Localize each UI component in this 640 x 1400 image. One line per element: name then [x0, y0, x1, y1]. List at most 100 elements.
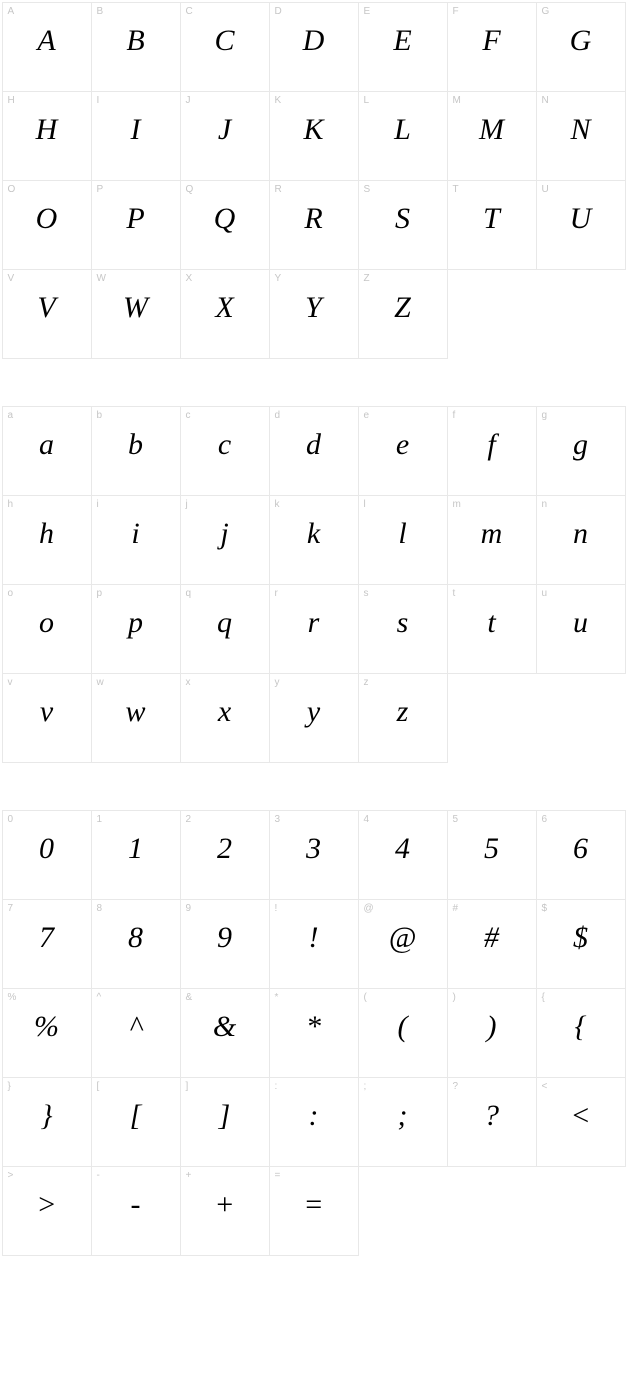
glyph-cell: ee [358, 406, 448, 496]
glyph-cell: RR [269, 180, 359, 270]
glyph-display: T [483, 204, 500, 246]
glyph-key-label: N [542, 95, 549, 106]
glyph-display: r [308, 608, 320, 650]
glyph-display: 8 [128, 923, 143, 965]
glyph-cell: << [536, 1077, 626, 1167]
glyph-key-label: s [364, 588, 369, 599]
glyph-cell: MM [447, 91, 537, 181]
glyph-display: X [215, 293, 233, 335]
glyph-cell: :: [269, 1077, 359, 1167]
glyph-display: z [397, 697, 409, 739]
glyph-cell: ## [447, 899, 537, 989]
glyph-display: ) [487, 1012, 497, 1054]
glyph-key-label: e [364, 410, 370, 421]
glyph-cell: SS [358, 180, 448, 270]
glyph-display: 9 [217, 923, 232, 965]
glyph-key-label: M [453, 95, 461, 106]
glyph-cell: NN [536, 91, 626, 181]
glyph-key-label: 0 [8, 814, 14, 825]
glyph-key-label: 8 [97, 903, 103, 914]
glyph-cell: UU [536, 180, 626, 270]
glyph-display: K [303, 115, 323, 157]
glyph-key-label: w [97, 677, 104, 688]
glyph-key-label: Z [364, 273, 370, 284]
glyph-display: $ [573, 923, 588, 965]
section-uppercase: AABBCCDDEEFFGGHHIIJJKKLLMMNNOOPPQQRRSSTT… [2, 2, 638, 358]
glyph-display: E [393, 26, 411, 68]
glyph-display: V [37, 293, 55, 335]
glyph-key-label: l [364, 499, 366, 510]
glyph-cell: nn [536, 495, 626, 585]
glyph-key-label: u [542, 588, 548, 599]
glyph-cell: rr [269, 584, 359, 674]
glyph-key-label: G [542, 6, 550, 17]
glyph-display: I [131, 115, 141, 157]
glyph-display: h [39, 519, 54, 561]
glyph-display: A [37, 26, 55, 68]
glyph-display: 1 [128, 834, 143, 876]
glyph-cell: ;; [358, 1077, 448, 1167]
glyph-key-label: ! [275, 903, 278, 914]
glyph-display: { [575, 1012, 587, 1054]
glyph-display: 6 [573, 834, 588, 876]
glyph-key-label: - [97, 1170, 100, 1181]
glyph-key-label: % [8, 992, 17, 1003]
glyph-display: * [306, 1012, 321, 1054]
glyph-display: l [398, 519, 406, 561]
glyph-key-label: 5 [453, 814, 459, 825]
glyph-key-label: h [8, 499, 14, 510]
glyph-display: S [395, 204, 410, 246]
glyph-cell: aa [2, 406, 92, 496]
glyph-cell: [[ [91, 1077, 181, 1167]
glyph-key-label: n [542, 499, 548, 510]
glyph-cell: zz [358, 673, 448, 763]
glyph-key-label: c [186, 410, 191, 421]
glyph-display: M [479, 115, 504, 157]
glyph-cell: bb [91, 406, 181, 496]
glyph-cell: BB [91, 2, 181, 92]
glyph-cell: hh [2, 495, 92, 585]
glyph-cell: cc [180, 406, 270, 496]
glyph-cell: 11 [91, 810, 181, 900]
glyph-key-label: ^ [97, 992, 102, 1003]
glyph-display: g [573, 430, 588, 472]
glyph-display: O [36, 204, 58, 246]
glyph-cell: >> [2, 1166, 92, 1256]
glyph-display: s [397, 608, 409, 650]
glyph-cell: }} [2, 1077, 92, 1167]
glyph-display: [ [130, 1101, 142, 1143]
glyph-display: @ [389, 923, 417, 965]
glyph-key-label: + [186, 1170, 192, 1181]
glyph-display: n [573, 519, 588, 561]
glyph-key-label: @ [364, 903, 374, 914]
glyph-display: 7 [39, 923, 54, 965]
glyph-display: J [218, 115, 231, 157]
glyph-key-label: f [453, 410, 456, 421]
glyph-display: W [123, 293, 148, 335]
glyph-key-label: 7 [8, 903, 14, 914]
glyph-display: p [128, 608, 143, 650]
glyph-key-label: k [275, 499, 280, 510]
glyph-key-label: d [275, 410, 281, 421]
glyph-cell: pp [91, 584, 181, 674]
glyph-cell: FF [447, 2, 537, 92]
glyph-key-label: 9 [186, 903, 192, 914]
glyph-cell: gg [536, 406, 626, 496]
glyph-cell: ZZ [358, 269, 448, 359]
glyph-key-label: A [8, 6, 15, 17]
glyph-cell: %% [2, 988, 92, 1078]
glyph-cell: @@ [358, 899, 448, 989]
glyph-display: % [34, 1012, 59, 1054]
glyph-display: Z [394, 293, 411, 335]
glyph-display: ? [484, 1101, 499, 1143]
glyph-cell: {{ [536, 988, 626, 1078]
section-digits-symbols: 00112233445566778899!!@@##$$%%^^&&**(())… [2, 810, 638, 1255]
glyph-display: > [36, 1190, 56, 1232]
glyph-key-label: 3 [275, 814, 281, 825]
section-lowercase: aabbccddeeffgghhiijjkkllmmnnooppqqrrsstt… [2, 406, 638, 762]
glyph-cell: ]] [180, 1077, 270, 1167]
glyph-display: v [40, 697, 53, 739]
glyph-display: N [570, 115, 590, 157]
glyph-key-label: W [97, 273, 106, 284]
glyph-display: # [484, 923, 499, 965]
